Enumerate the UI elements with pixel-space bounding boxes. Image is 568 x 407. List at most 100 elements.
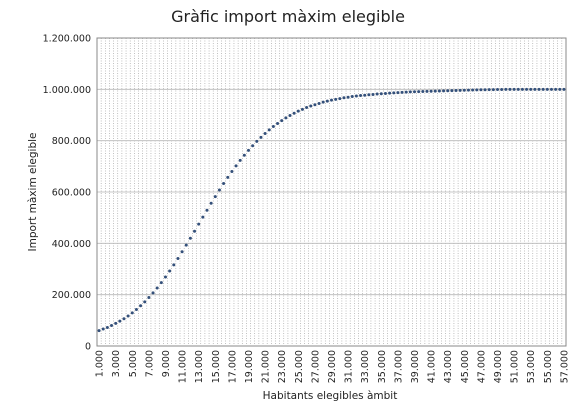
- data-point: [284, 116, 288, 120]
- data-point: [259, 135, 263, 139]
- data-point: [230, 169, 234, 173]
- y-tick-label: 200.000: [52, 290, 91, 301]
- x-tick-label: 43.000: [443, 350, 454, 383]
- data-point: [251, 144, 255, 148]
- data-point: [180, 250, 184, 254]
- x-tick-label: 27.000: [310, 350, 321, 383]
- data-point: [263, 131, 267, 135]
- x-tick-label: 51.000: [510, 350, 521, 383]
- data-point: [417, 90, 421, 94]
- data-point: [537, 87, 541, 91]
- data-point: [437, 89, 441, 93]
- data-point: [379, 92, 383, 96]
- data-point: [396, 91, 400, 95]
- data-point: [309, 104, 313, 108]
- data-point: [168, 269, 172, 273]
- data-point: [163, 275, 167, 279]
- data-point: [188, 236, 192, 240]
- data-point: [350, 95, 354, 99]
- data-point: [512, 87, 516, 91]
- data-point: [126, 314, 130, 318]
- data-point: [408, 90, 412, 94]
- data-point: [491, 88, 495, 92]
- x-tick-label: 29.000: [327, 350, 338, 383]
- x-tick-label: 37.000: [393, 350, 404, 383]
- data-point: [462, 88, 466, 92]
- data-point: [529, 87, 533, 91]
- x-tick-label: 41.000: [427, 350, 438, 383]
- data-point: [234, 164, 238, 168]
- data-point: [325, 99, 329, 103]
- data-point: [267, 128, 271, 132]
- data-point: [375, 92, 379, 96]
- data-point: [305, 106, 309, 110]
- data-point: [300, 107, 304, 111]
- x-tick-label: 39.000: [410, 350, 421, 383]
- data-point: [205, 208, 209, 212]
- data-point: [554, 87, 558, 91]
- y-axis-tick-labels: 0 200.000 400.000 600.000 800.000 1.000.000 1.…: [43, 34, 91, 353]
- data-point: [271, 125, 275, 129]
- data-point: [442, 89, 446, 93]
- data-point: [184, 243, 188, 247]
- y-tick-label: 1.000.000: [43, 85, 91, 96]
- x-tick-label: 13.000: [194, 350, 205, 383]
- data-point: [114, 321, 118, 325]
- data-point: [388, 91, 392, 95]
- y-tick-label: 600.000: [52, 188, 91, 199]
- data-point: [296, 109, 300, 113]
- data-point: [471, 88, 475, 92]
- data-point: [288, 114, 292, 118]
- data-point: [346, 95, 350, 99]
- x-tick-label: 25.000: [294, 350, 305, 383]
- x-axis-label: Habitants elegibles àmbit: [263, 390, 398, 402]
- data-point: [97, 329, 101, 333]
- data-point: [330, 98, 333, 102]
- data-point: [400, 90, 404, 94]
- data-point: [425, 89, 429, 93]
- data-point: [508, 87, 512, 91]
- data-point: [516, 87, 520, 91]
- data-point: [276, 121, 280, 125]
- data-point: [193, 229, 197, 233]
- data-point: [321, 100, 325, 104]
- x-tick-label: 19.000: [244, 350, 255, 383]
- data-point: [101, 327, 105, 331]
- x-tick-label: 35.000: [377, 350, 388, 383]
- horizontal-gridlines: [97, 37, 566, 347]
- data-point: [226, 175, 230, 179]
- data-point: [139, 304, 143, 308]
- chart-title: Gràfic import màxim elegible: [171, 7, 405, 26]
- x-tick-label: 11.000: [178, 350, 189, 383]
- x-tick-label: 55.000: [543, 350, 554, 383]
- data-point: [413, 90, 417, 94]
- data-point: [446, 89, 450, 93]
- data-point: [429, 89, 433, 93]
- x-tick-label: 1.000: [95, 350, 106, 377]
- data-point: [504, 87, 508, 91]
- data-point: [454, 88, 458, 92]
- x-tick-label: 17.000: [227, 350, 238, 383]
- data-point: [404, 90, 408, 94]
- data-point: [201, 215, 205, 219]
- x-tick-label: 3.000: [111, 350, 122, 377]
- data-point: [458, 88, 462, 92]
- data-point: [359, 93, 363, 97]
- data-point: [367, 93, 371, 97]
- x-tick-label: 9.000: [161, 350, 172, 377]
- data-point: [338, 97, 342, 101]
- y-tick-label: 400.000: [52, 239, 91, 250]
- data-point: [292, 111, 296, 115]
- data-series: [97, 87, 566, 333]
- data-point: [213, 195, 217, 199]
- data-point: [433, 89, 437, 93]
- data-point: [479, 88, 483, 92]
- data-point: [105, 326, 109, 330]
- data-point: [371, 92, 375, 96]
- data-point: [342, 96, 346, 100]
- data-point: [238, 158, 242, 162]
- y-axis-label: Import màxim elegible: [27, 132, 39, 251]
- plot-area-border: [96, 37, 567, 347]
- x-tick-label: 21.000: [261, 350, 272, 383]
- data-point: [496, 88, 500, 92]
